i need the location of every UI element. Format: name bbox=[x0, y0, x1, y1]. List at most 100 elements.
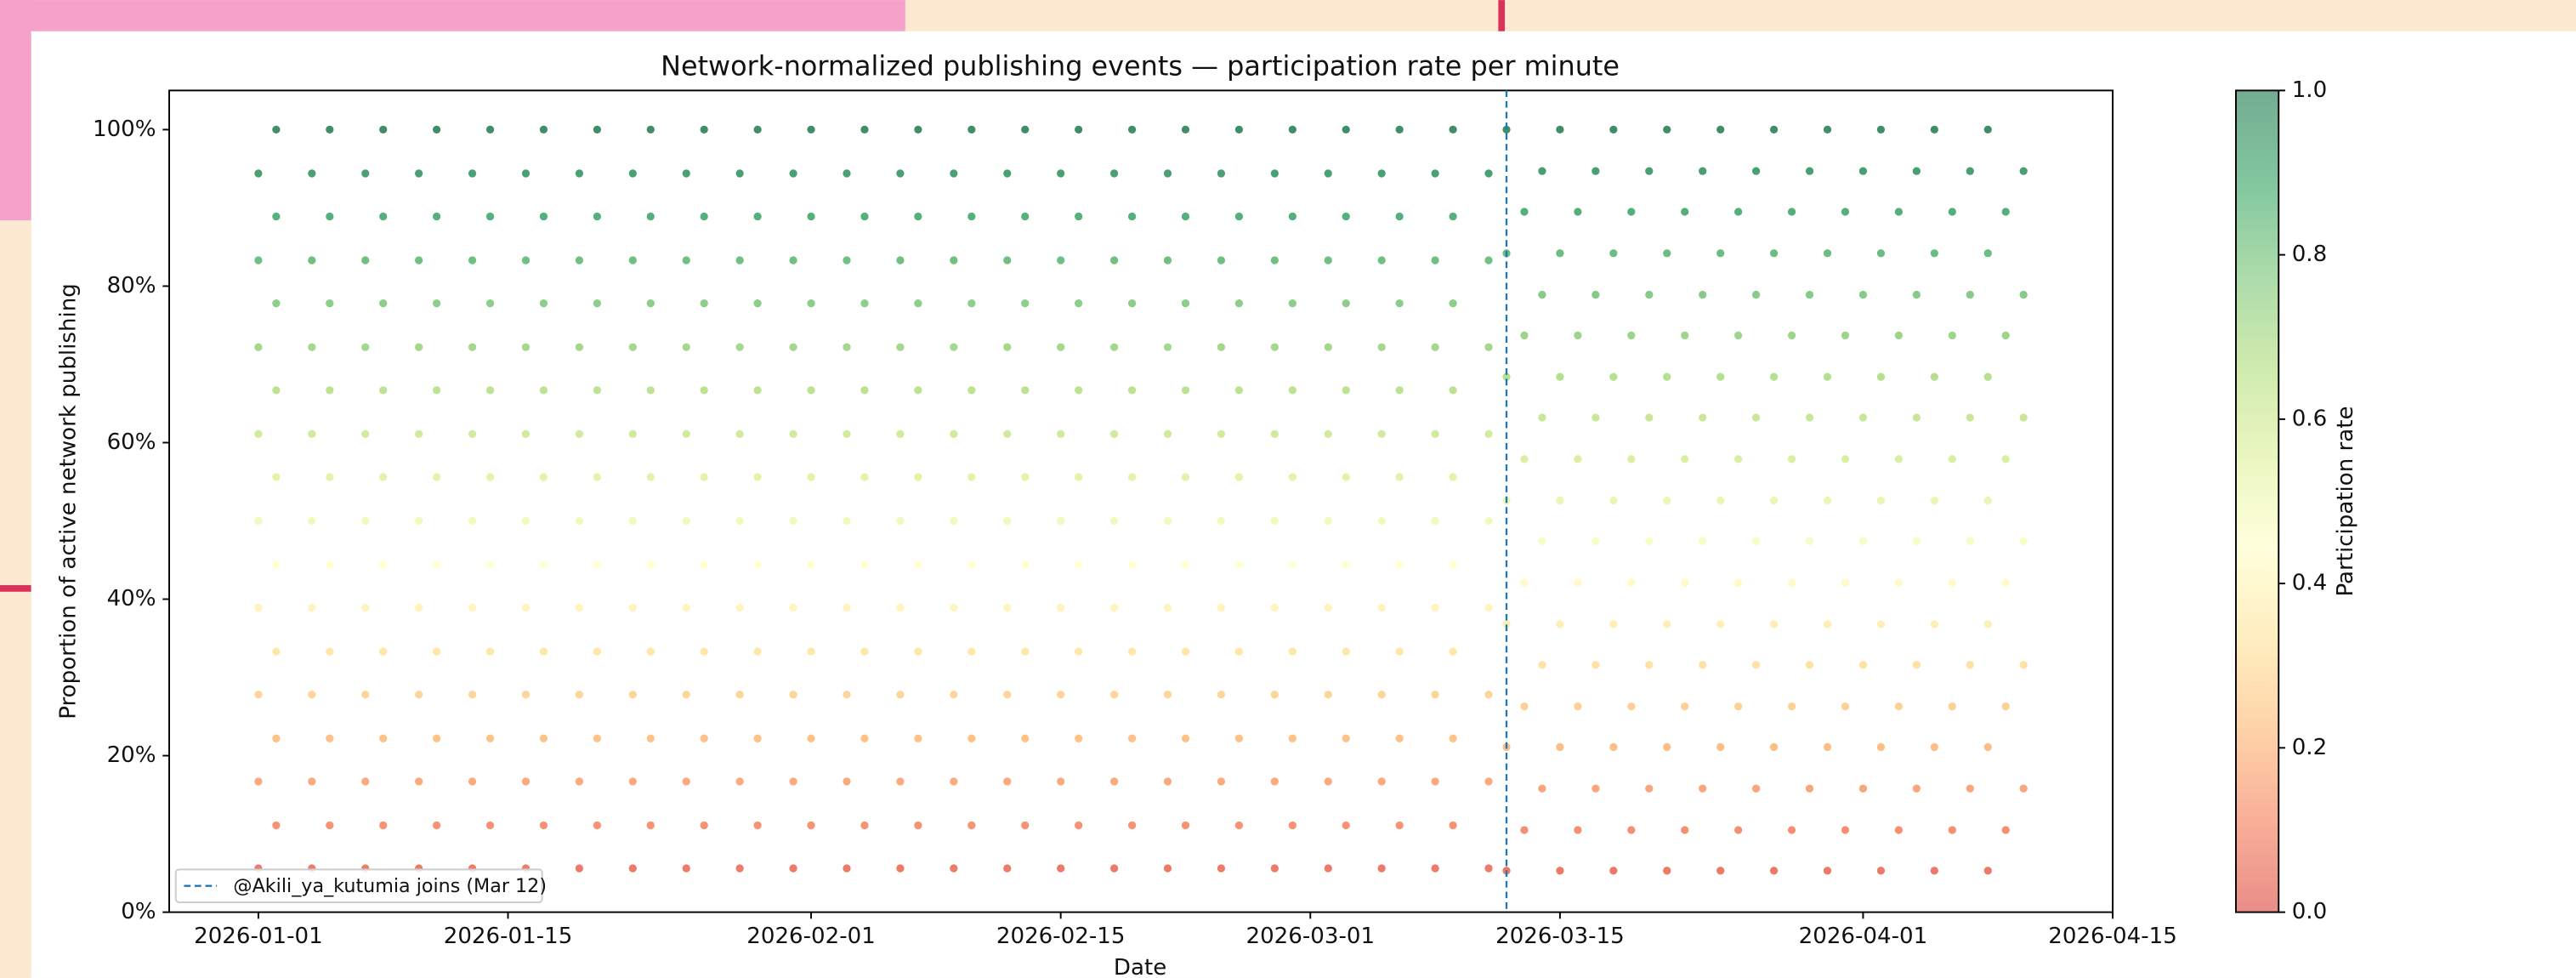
point bbox=[1484, 516, 1493, 526]
point bbox=[2019, 167, 2028, 175]
point bbox=[1288, 821, 1297, 830]
point bbox=[308, 429, 316, 438]
point bbox=[1574, 826, 1582, 834]
point bbox=[1538, 784, 1546, 793]
point bbox=[1912, 537, 1921, 546]
point bbox=[1109, 516, 1119, 526]
point bbox=[1966, 784, 1974, 793]
point bbox=[326, 647, 334, 656]
point bbox=[1876, 249, 1886, 258]
point bbox=[1592, 167, 1600, 175]
point bbox=[914, 473, 922, 481]
point bbox=[1003, 429, 1012, 438]
point bbox=[843, 864, 851, 873]
point bbox=[593, 299, 602, 308]
point bbox=[1431, 169, 1439, 178]
point bbox=[1787, 208, 1796, 216]
point bbox=[1449, 821, 1457, 830]
point bbox=[272, 212, 281, 221]
x-tick-label: 2026-01-15 bbox=[444, 924, 573, 949]
point bbox=[628, 516, 637, 526]
point bbox=[1805, 413, 1814, 422]
point bbox=[1163, 777, 1172, 786]
point bbox=[896, 604, 905, 612]
point bbox=[753, 647, 762, 656]
point bbox=[1324, 604, 1332, 612]
point bbox=[1609, 620, 1618, 628]
point bbox=[1127, 212, 1137, 221]
y-tick-label: 100% bbox=[93, 117, 156, 142]
panel bbox=[31, 31, 2576, 978]
colorbar-tick-label: 0.0 bbox=[2292, 899, 2327, 924]
point bbox=[521, 691, 531, 699]
colorbar-tick-label: 0.8 bbox=[2292, 242, 2327, 267]
point bbox=[1663, 249, 1671, 258]
point bbox=[1377, 169, 1386, 178]
point bbox=[1395, 386, 1404, 395]
y-tick-label: 60% bbox=[107, 429, 156, 455]
point bbox=[682, 864, 690, 873]
point bbox=[967, 734, 976, 742]
point bbox=[1075, 386, 1083, 395]
point bbox=[1234, 647, 1244, 656]
point bbox=[1733, 702, 1743, 711]
point bbox=[1324, 864, 1332, 873]
point bbox=[1983, 125, 1992, 134]
point bbox=[1109, 604, 1119, 612]
point bbox=[753, 473, 762, 481]
point bbox=[1288, 647, 1297, 656]
point bbox=[432, 647, 441, 656]
point bbox=[860, 647, 869, 656]
point bbox=[1075, 560, 1083, 569]
point bbox=[1217, 429, 1226, 438]
point bbox=[807, 560, 815, 569]
point bbox=[735, 777, 744, 786]
point bbox=[1324, 516, 1332, 526]
point bbox=[967, 473, 976, 481]
point bbox=[1288, 473, 1297, 481]
point bbox=[485, 386, 495, 395]
point bbox=[432, 821, 441, 830]
point bbox=[950, 429, 958, 438]
point bbox=[1288, 212, 1297, 221]
point bbox=[2019, 290, 2028, 299]
point bbox=[1057, 777, 1065, 786]
point bbox=[308, 169, 316, 178]
point bbox=[1769, 125, 1779, 134]
point bbox=[735, 169, 744, 178]
point bbox=[1948, 331, 1956, 340]
point bbox=[1217, 777, 1226, 786]
point bbox=[361, 343, 370, 351]
point bbox=[272, 734, 281, 742]
point bbox=[1930, 620, 1938, 628]
point bbox=[539, 734, 548, 742]
point bbox=[1324, 691, 1332, 699]
point bbox=[1751, 784, 1761, 793]
point bbox=[521, 343, 531, 351]
point bbox=[682, 169, 690, 178]
point bbox=[2001, 331, 2010, 340]
point bbox=[308, 516, 316, 526]
point bbox=[860, 212, 869, 221]
point bbox=[1021, 212, 1030, 221]
point bbox=[789, 169, 797, 178]
point bbox=[2001, 826, 2010, 834]
point bbox=[789, 691, 797, 699]
point bbox=[1556, 125, 1564, 134]
point bbox=[468, 169, 477, 178]
point bbox=[860, 560, 869, 569]
point bbox=[1431, 864, 1439, 873]
point bbox=[700, 125, 708, 134]
point bbox=[1377, 343, 1386, 351]
point bbox=[896, 691, 905, 699]
point bbox=[1377, 516, 1386, 526]
point bbox=[521, 169, 531, 178]
point bbox=[521, 516, 531, 526]
point bbox=[789, 429, 797, 438]
point bbox=[628, 256, 637, 264]
point bbox=[1663, 372, 1671, 381]
point bbox=[1769, 620, 1779, 628]
point bbox=[896, 516, 905, 526]
point bbox=[485, 560, 495, 569]
point bbox=[860, 299, 869, 308]
